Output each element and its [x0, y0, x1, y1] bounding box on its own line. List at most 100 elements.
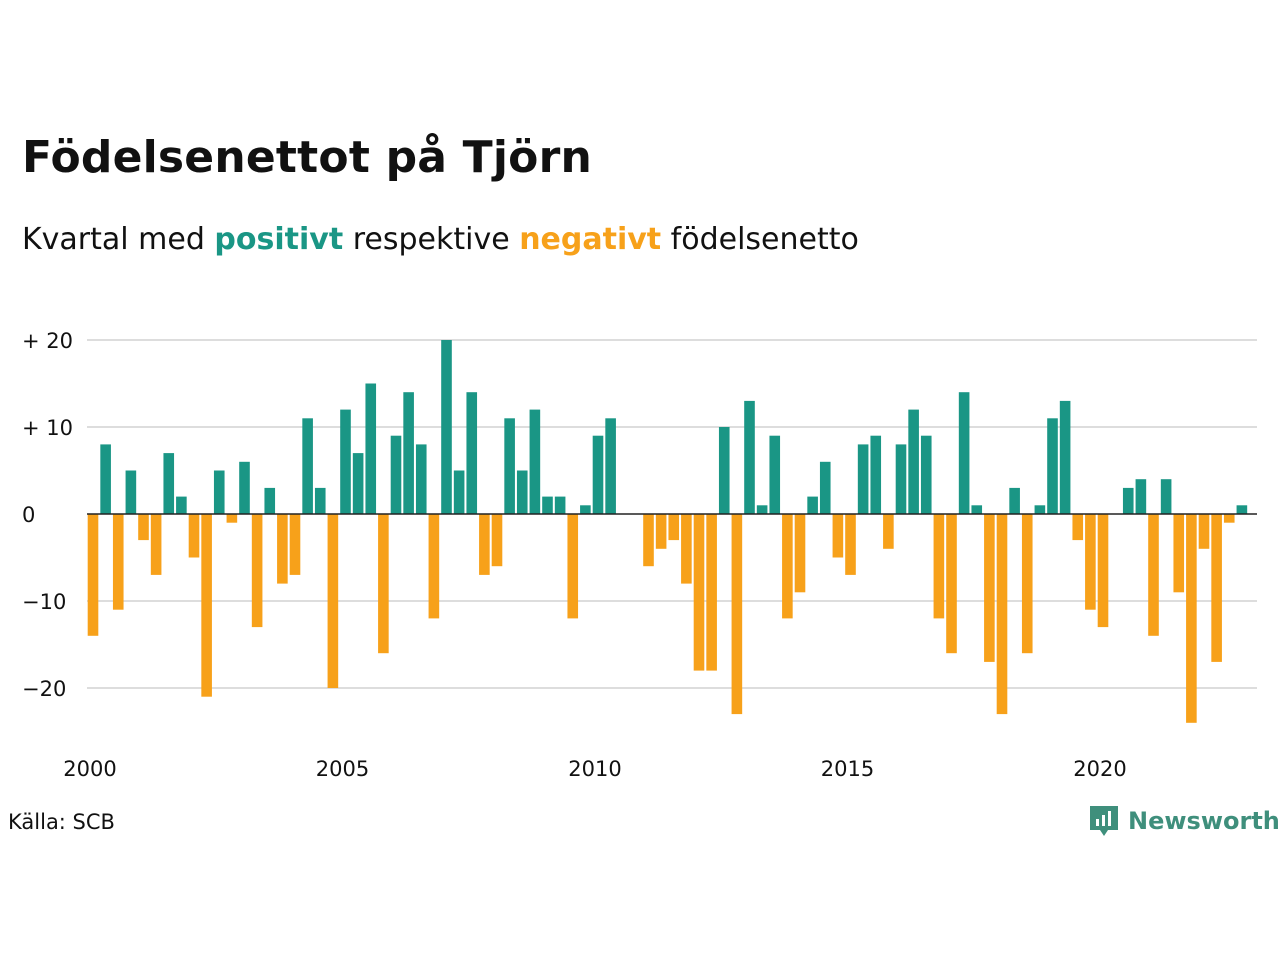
bar-negative: [782, 514, 793, 619]
subtitle-negative-label: negativt: [519, 222, 662, 257]
bar-positive: [807, 496, 818, 514]
bar-positive: [365, 383, 377, 514]
bar-positive: [769, 435, 781, 514]
bar-positive: [744, 400, 755, 514]
bar-positive: [415, 444, 427, 514]
bar-negative: [681, 514, 692, 584]
bar-negative: [832, 514, 844, 558]
x-tick-label: 2010: [568, 757, 621, 781]
bar-negative: [794, 514, 806, 593]
bar-negative: [693, 514, 705, 671]
bar-positive: [504, 418, 515, 514]
bar-positive: [857, 444, 869, 514]
bar-positive: [163, 453, 175, 514]
bar-positive: [870, 435, 882, 514]
x-tick-label: 2015: [821, 757, 874, 781]
bar-positive: [819, 461, 831, 514]
bar-negative: [1085, 514, 1096, 610]
bar-negative: [1072, 514, 1084, 541]
bar-negative: [883, 514, 894, 549]
bar-positive: [1059, 400, 1071, 514]
bar-positive: [756, 505, 768, 514]
brand-logo: Newsworthy: [1088, 804, 1280, 838]
bar-negative: [1021, 514, 1033, 654]
bar-negative: [479, 514, 490, 575]
y-tick-label: + 20: [22, 329, 73, 353]
newsworthy-logo-icon: [1090, 806, 1118, 836]
bar-positive: [542, 496, 553, 514]
y-tick-label: −20: [22, 677, 66, 701]
chart-subtitle: Kvartal med positivt respektive negativt…: [22, 222, 859, 257]
bar-positive: [920, 435, 932, 514]
bar-positive: [895, 444, 907, 514]
bar-negative: [251, 514, 263, 628]
bar-positive: [213, 470, 225, 514]
bar-negative: [226, 514, 238, 523]
bar-positive: [592, 435, 604, 514]
bar-positive: [605, 418, 616, 514]
bar-negative: [1097, 514, 1109, 628]
bar-positive: [1009, 487, 1020, 514]
chart-title: Födelsenettot på Tjörn: [22, 132, 593, 183]
bar-negative: [201, 514, 212, 697]
bar-negative: [946, 514, 957, 654]
bar-positive: [554, 496, 566, 514]
subtitle-positive-label: positivt: [214, 222, 344, 257]
bar-positive: [403, 392, 414, 514]
bar-positive: [314, 487, 326, 514]
bar-negative: [87, 514, 99, 636]
bar-positive: [125, 470, 137, 514]
bar-negative: [984, 514, 995, 662]
bar-positive: [516, 470, 528, 514]
bar-negative: [1148, 514, 1159, 636]
bar-negative: [845, 514, 856, 575]
bars: [87, 340, 1248, 723]
bar-negative: [277, 514, 288, 584]
bar-positive: [466, 392, 478, 514]
bar-negative: [1198, 514, 1210, 549]
x-tick-label: 2020: [1073, 757, 1126, 781]
bar-positive: [239, 461, 250, 514]
subtitle-text-pre: Kvartal med: [22, 222, 215, 257]
axes: + 20 + 10 0 −10 −20 2000 2005 2010 2015 2020: [22, 329, 1257, 781]
bar-positive: [958, 392, 970, 514]
bar-positive: [1236, 505, 1248, 514]
bar-positive: [908, 409, 919, 514]
y-tick-label: + 10: [22, 416, 73, 440]
bar-positive: [264, 487, 276, 514]
bar-negative: [428, 514, 440, 619]
bar-negative: [138, 514, 149, 541]
bar-positive: [971, 505, 983, 514]
bar-positive: [453, 470, 465, 514]
bar-negative: [188, 514, 200, 558]
bar-positive: [580, 505, 591, 514]
bar-positive: [340, 409, 351, 514]
bar-positive: [390, 435, 402, 514]
bar-negative: [378, 514, 389, 654]
bar-positive: [1034, 505, 1046, 514]
bar-positive: [1047, 418, 1058, 514]
bar-positive: [1122, 487, 1134, 514]
bar-negative: [150, 514, 162, 575]
x-tick-label: 2000: [63, 757, 116, 781]
bar-negative: [668, 514, 680, 541]
bar-negative: [289, 514, 301, 575]
bar-negative: [112, 514, 124, 610]
bar-negative: [655, 514, 667, 549]
bar-negative: [1211, 514, 1222, 662]
grid-lines: [87, 339, 1257, 689]
bar-positive: [352, 453, 364, 514]
bar-negative: [1186, 514, 1197, 723]
bar-positive: [529, 409, 541, 514]
bar-negative: [491, 514, 503, 567]
subtitle-text-mid: respektive: [343, 222, 520, 257]
bar-negative: [1173, 514, 1185, 593]
subtitle-text-post: födelsenetto: [661, 222, 859, 257]
bar-positive: [1135, 479, 1147, 514]
bar-negative: [996, 514, 1008, 715]
y-tick-label: −10: [22, 590, 66, 614]
x-tick-label: 2005: [316, 757, 369, 781]
y-tick-label: 0: [22, 503, 35, 527]
brand-name: Newsworthy: [1128, 807, 1280, 835]
